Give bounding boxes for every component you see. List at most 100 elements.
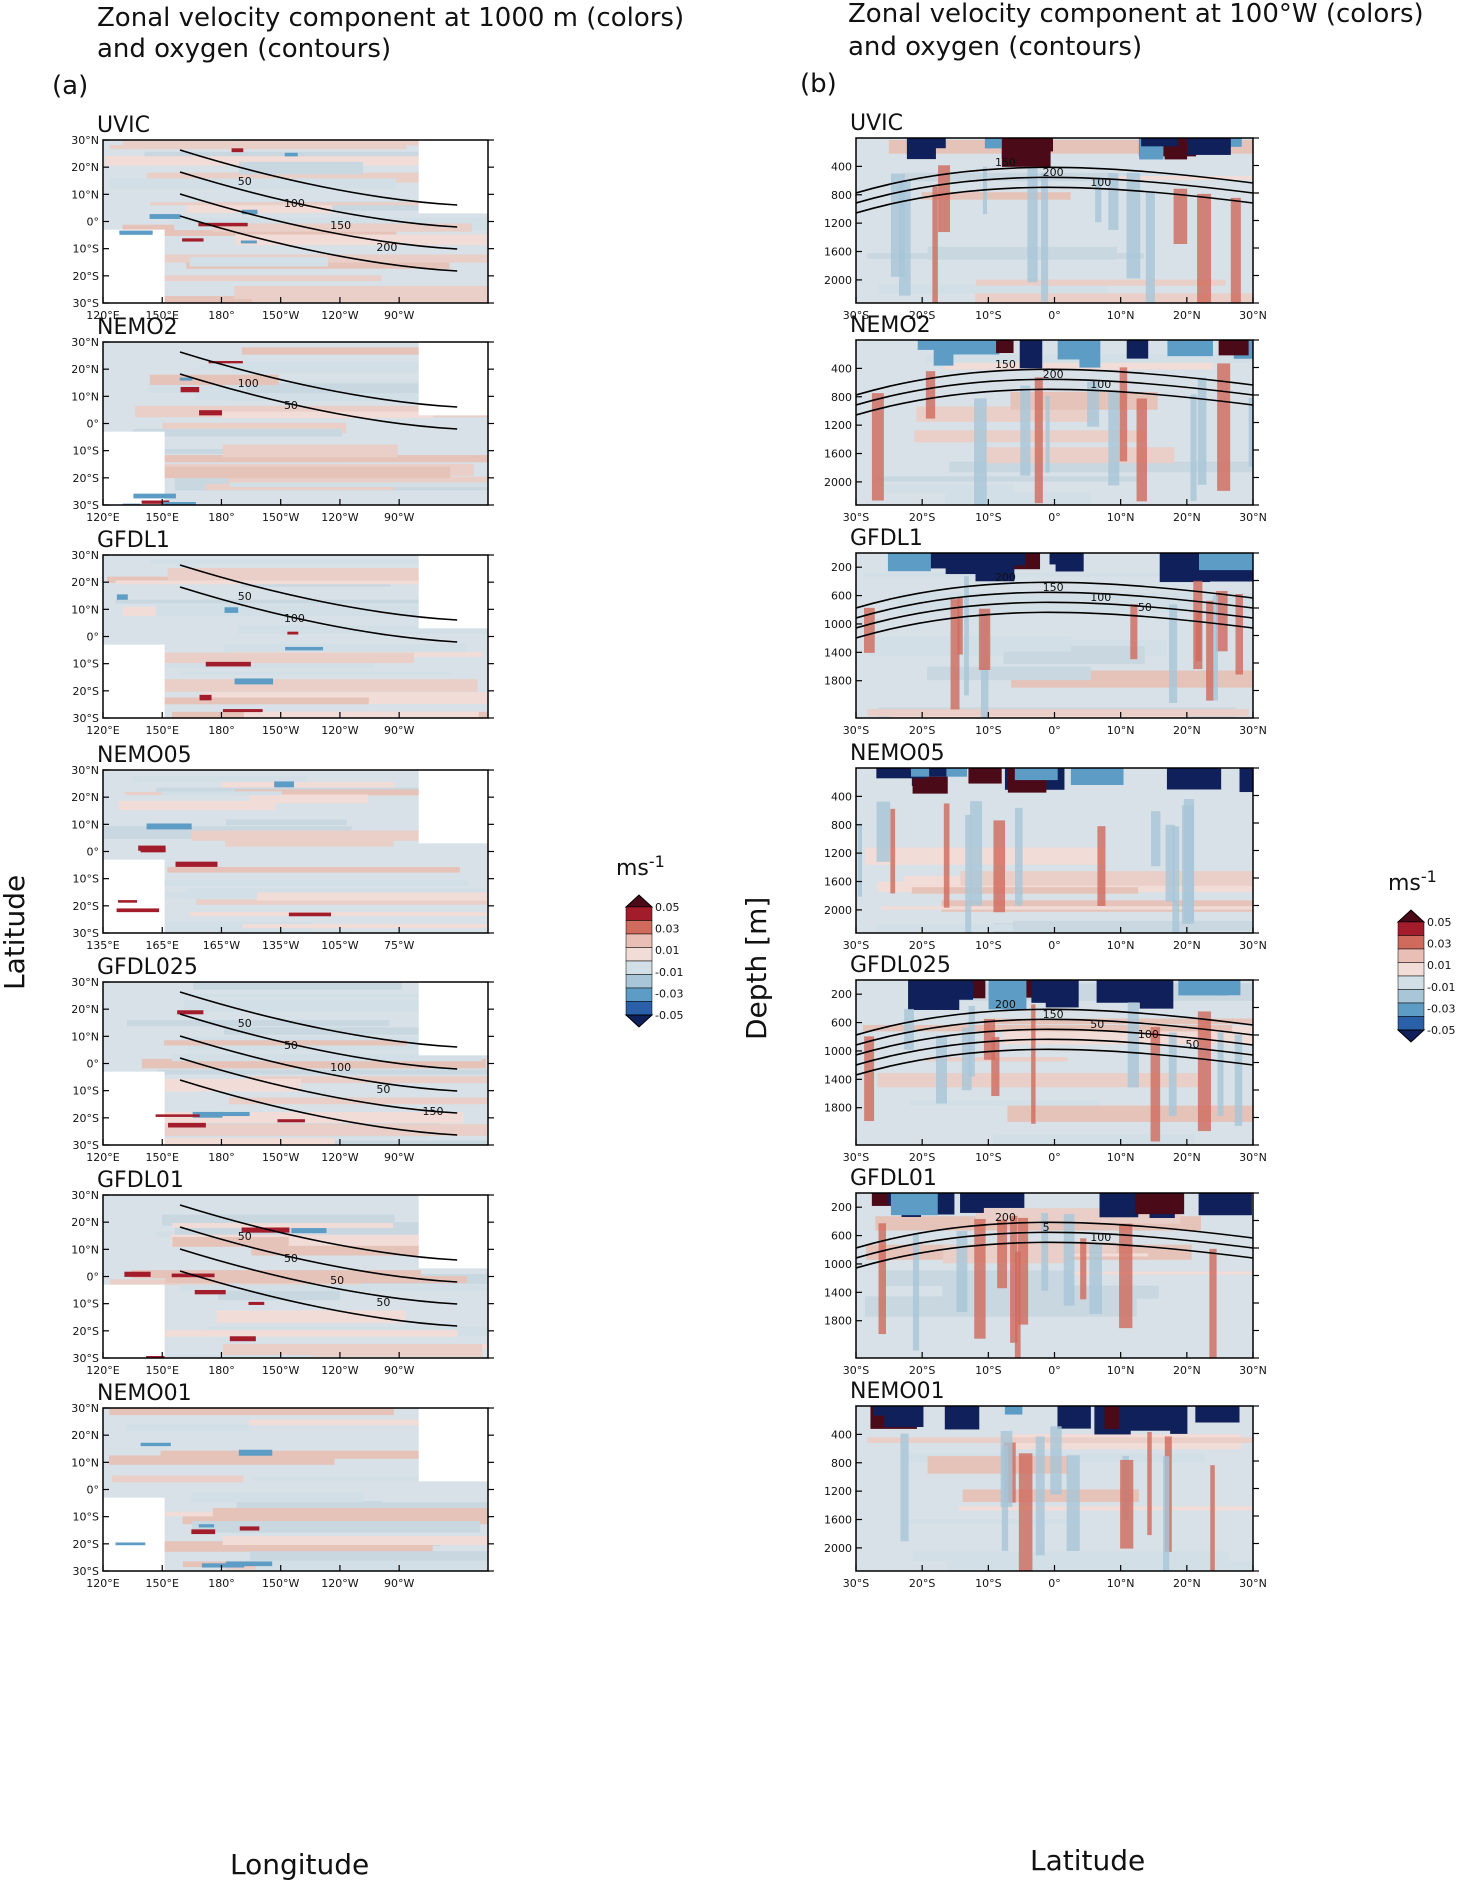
panel-gfdl1-map: GFDL1 50 100 120°E 150°E 180° 150°W 120°W 90°W 30… bbox=[71, 528, 494, 737]
jet-cell bbox=[1118, 1406, 1174, 1431]
value-band bbox=[877, 1073, 1202, 1088]
colorbar-tick-label: 0.01 bbox=[1427, 959, 1452, 972]
y-tick-label: 200 bbox=[831, 561, 852, 574]
value-streak bbox=[1216, 591, 1228, 652]
value-band bbox=[1007, 1105, 1253, 1122]
y-tick-label: 30°N bbox=[71, 764, 99, 777]
jet-cell bbox=[876, 768, 927, 779]
x-tick-label: 20°N bbox=[1173, 1577, 1201, 1590]
land-mask bbox=[103, 1497, 165, 1571]
x-tick-label: 30°N bbox=[1239, 511, 1267, 524]
x-tick-label: 10°S bbox=[975, 1577, 1001, 1590]
jet-cell bbox=[890, 1193, 938, 1216]
oxygen-contour bbox=[179, 351, 458, 408]
x-tick-label: 120°E bbox=[86, 724, 119, 737]
colorbar-tick-label: -0.05 bbox=[1427, 1024, 1455, 1037]
x-axis-label-latitude: Latitude bbox=[1030, 1844, 1145, 1877]
contour-label: 100 bbox=[238, 377, 259, 390]
value-band bbox=[880, 906, 1253, 910]
jet-cell bbox=[198, 1524, 215, 1528]
panel-title: NEMO01 bbox=[850, 1379, 945, 1404]
value-streak bbox=[1181, 805, 1194, 924]
col-b-title-line1: Zonal velocity component at 100°W (color… bbox=[848, 0, 1424, 29]
y-tick-label: 1400 bbox=[824, 1286, 852, 1299]
colorbar-segment bbox=[1397, 975, 1425, 990]
oxygen-contour bbox=[856, 378, 1253, 406]
x-tick-label: 150°W bbox=[262, 1577, 299, 1590]
value-streak bbox=[1197, 193, 1212, 303]
y-tick-label: 30°N bbox=[71, 1402, 99, 1415]
value-band bbox=[246, 383, 439, 394]
oxygen-contour bbox=[856, 1018, 1253, 1046]
x-tick-label: 30°S bbox=[843, 1364, 869, 1377]
value-streak bbox=[1035, 1436, 1045, 1556]
value-band bbox=[249, 1419, 488, 1426]
x-tick-label: 150°E bbox=[146, 1364, 179, 1377]
jet-cell bbox=[277, 1119, 305, 1123]
value-streak bbox=[961, 1027, 972, 1091]
value-band bbox=[873, 476, 1140, 482]
contour-label: 150 bbox=[423, 1105, 444, 1118]
jet-cell bbox=[225, 1561, 273, 1567]
x-tick-label: 180° bbox=[208, 309, 235, 322]
jet-cell bbox=[168, 1122, 206, 1128]
value-band bbox=[212, 1507, 488, 1520]
value-band bbox=[944, 362, 1214, 370]
x-tick-label: 180° bbox=[208, 1364, 235, 1377]
panel-nemo05-section: NEMO05 30°S 20°S 10°S 0° 10°N 20°N 30°N 400 800 12… bbox=[824, 741, 1267, 952]
y-tick-label: 800 bbox=[831, 819, 852, 832]
value-streak bbox=[1034, 377, 1043, 504]
value-band bbox=[256, 892, 488, 901]
jet-cell bbox=[1166, 768, 1222, 790]
value-band bbox=[223, 1343, 483, 1357]
oxygen-contour bbox=[856, 1241, 1253, 1269]
jet-cell bbox=[163, 502, 196, 505]
x-tick-label: 150°E bbox=[146, 724, 179, 737]
col-a-title-line1: Zonal velocity component at 1000 m (colo… bbox=[97, 3, 684, 33]
value-streak bbox=[900, 1433, 909, 1542]
x-tick-label: 180° bbox=[208, 1151, 235, 1164]
y-tick-label: 200 bbox=[831, 1201, 852, 1214]
land-mask bbox=[418, 1195, 488, 1269]
panel-gfdl01-map: GFDL01 50 50 50 50 120°E 150°E 180° 150°W 120°W 90… bbox=[71, 1168, 494, 1377]
heatmap-field bbox=[103, 770, 488, 933]
value-streak bbox=[997, 1219, 1008, 1289]
value-streak bbox=[1108, 173, 1119, 230]
y-tick-label: 20°N bbox=[71, 1003, 99, 1016]
land-mask bbox=[418, 342, 488, 416]
value-streak bbox=[1173, 188, 1188, 245]
value-streak bbox=[1217, 363, 1231, 491]
value-band bbox=[916, 406, 1096, 422]
value-band bbox=[167, 568, 488, 581]
y-tick-label: 0° bbox=[87, 1271, 100, 1284]
value-band bbox=[161, 1136, 335, 1145]
value-band bbox=[234, 285, 488, 299]
value-band bbox=[127, 1020, 390, 1027]
y-tick-label: 10°S bbox=[73, 243, 99, 256]
jet-cell bbox=[180, 386, 200, 393]
colorbar-cap-top bbox=[624, 894, 654, 908]
value-band bbox=[251, 1477, 457, 1481]
y-tick-label: 1400 bbox=[824, 1073, 852, 1086]
jet-cell bbox=[1141, 138, 1178, 147]
value-band bbox=[149, 374, 279, 385]
jet-cell bbox=[1004, 1406, 1023, 1415]
land-mask bbox=[418, 555, 488, 629]
value-streak bbox=[1014, 1251, 1021, 1358]
jet-cell bbox=[199, 694, 212, 701]
panel-title: NEMO05 bbox=[850, 741, 945, 766]
jet-cell bbox=[241, 209, 258, 215]
jet-cell bbox=[140, 1442, 171, 1447]
y-tick-label: 10°N bbox=[71, 818, 99, 831]
value-band bbox=[165, 1276, 467, 1284]
value-band bbox=[193, 982, 402, 990]
value-streak bbox=[964, 576, 969, 696]
colorbar-unit: ms-1 bbox=[1388, 867, 1437, 896]
jet-cell bbox=[1198, 1193, 1252, 1216]
jet-cell bbox=[923, 553, 955, 569]
x-tick-label: 30°N bbox=[1239, 939, 1267, 952]
colorbar-segment bbox=[1397, 1016, 1425, 1031]
jet-cell bbox=[975, 553, 1015, 582]
value-streak bbox=[1248, 397, 1253, 467]
y-tick-label: 0° bbox=[87, 216, 100, 229]
